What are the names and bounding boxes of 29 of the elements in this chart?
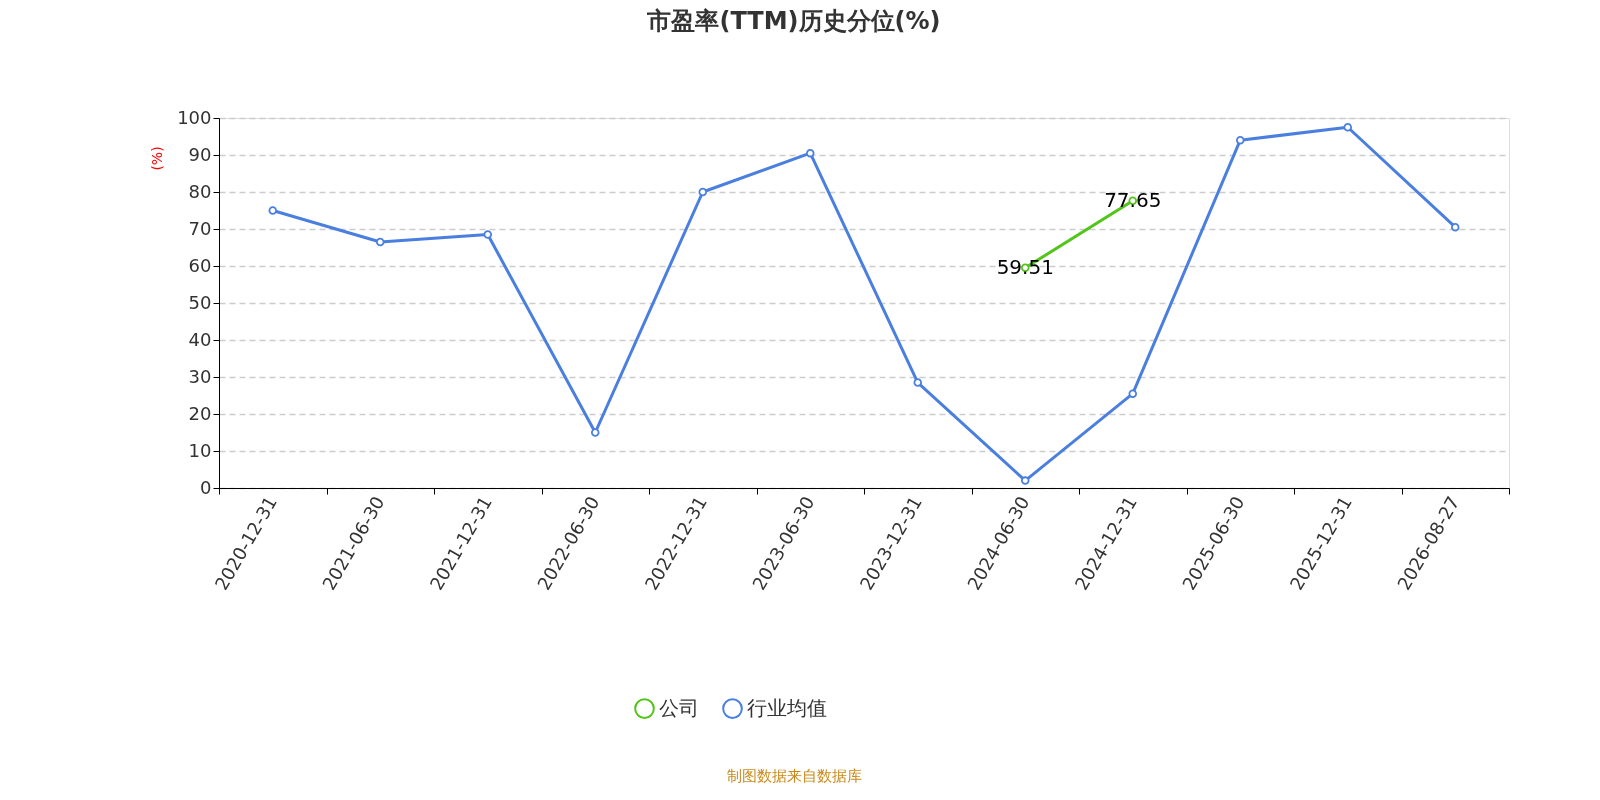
y-tick-label: 0 (200, 476, 212, 498)
y-tick-label: 50 (188, 291, 212, 313)
point (591, 428, 600, 437)
y-axis-title: (%) (148, 146, 165, 171)
point (268, 206, 277, 215)
point (1236, 135, 1245, 145)
point (1451, 222, 1460, 232)
y-tick-label: 100 (177, 106, 212, 128)
point (1128, 389, 1137, 398)
chart-title: 市盈率(TTM)历史分位(%) (646, 7, 941, 35)
point (1343, 123, 1352, 132)
y-tick-label: 60 (188, 254, 212, 276)
y-tick-label: 90 (188, 143, 212, 165)
point (913, 378, 922, 387)
data-label: 77.65 (1104, 187, 1162, 212)
point (806, 148, 815, 158)
point (698, 187, 707, 197)
point (1021, 476, 1030, 485)
y-tick-label: 70 (188, 217, 212, 239)
y-tick-label: 20 (188, 402, 212, 424)
point (483, 230, 492, 239)
text: 制图数据来自数据库 (726, 767, 862, 785)
legend-label: 公司 (659, 695, 699, 720)
y-tick-label: 40 (188, 328, 212, 350)
legend-label: 行业均值 (747, 695, 827, 720)
y-tick-label: 10 (188, 439, 212, 461)
y-tick-label: 30 (188, 365, 212, 387)
point (376, 237, 385, 247)
y-tick-label: 80 (188, 180, 212, 202)
